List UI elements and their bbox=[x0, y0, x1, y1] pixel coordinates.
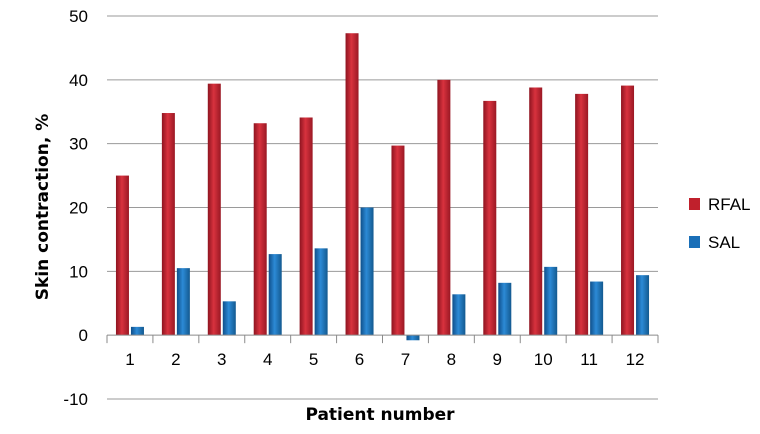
bar-sal-4 bbox=[268, 254, 282, 336]
gridlines bbox=[107, 15, 658, 400]
bar-rfal-7 bbox=[391, 145, 405, 336]
bar-rfal-11 bbox=[575, 93, 589, 336]
bar-rfal-5 bbox=[299, 117, 313, 336]
bar-sal-6 bbox=[360, 207, 374, 336]
x-tick-label: 10 bbox=[534, 350, 553, 369]
x-tick-label: 5 bbox=[309, 350, 318, 369]
bar-rfal-2 bbox=[161, 113, 175, 336]
legend-swatch-sal bbox=[689, 236, 700, 248]
bar-rfal-9 bbox=[483, 100, 497, 336]
y-tick-label: 40 bbox=[69, 71, 88, 90]
y-tick-label: -10 bbox=[63, 390, 88, 409]
bar-sal-10 bbox=[544, 266, 558, 336]
x-tick-label: 9 bbox=[493, 350, 502, 369]
bar-sal-11 bbox=[590, 281, 604, 336]
bars bbox=[115, 33, 650, 341]
bar-rfal-6 bbox=[345, 33, 359, 336]
x-tick-label: 2 bbox=[171, 350, 180, 369]
x-tick-label: 11 bbox=[580, 350, 598, 369]
legend-swatch-rfal bbox=[689, 198, 700, 210]
x-tick-label: 1 bbox=[125, 350, 134, 369]
x-tick-label: 6 bbox=[355, 350, 364, 369]
bar-rfal-4 bbox=[253, 123, 267, 336]
bar-sal-3 bbox=[222, 301, 236, 336]
x-tick-label: 7 bbox=[401, 350, 410, 369]
bar-sal-1 bbox=[130, 326, 144, 336]
x-tick-label: 12 bbox=[626, 350, 645, 369]
y-tick-label: 20 bbox=[69, 199, 88, 218]
y-axis-title: Skin contraction, % bbox=[33, 114, 53, 300]
x-axis-ticks: 1 2 3 4 5 6 7 8 9 10 11 12 bbox=[106, 335, 659, 369]
bar-sal-9 bbox=[498, 282, 512, 336]
y-tick-label: 0 bbox=[79, 326, 88, 345]
y-tick-label: 10 bbox=[69, 262, 88, 281]
bar-rfal-1 bbox=[115, 175, 129, 336]
x-tick-label: 3 bbox=[217, 350, 226, 369]
y-axis-ticks: -10 0 10 20 30 40 50 bbox=[63, 7, 88, 409]
bar-sal-8 bbox=[452, 294, 466, 336]
x-tick-label: 8 bbox=[447, 350, 456, 369]
bar-sal-7 bbox=[406, 335, 420, 341]
y-tick-label: 50 bbox=[69, 7, 88, 26]
bar-sal-12 bbox=[636, 275, 650, 336]
legend-label-sal: SAL bbox=[708, 233, 740, 252]
x-axis-title: Patient number bbox=[305, 405, 455, 425]
bar-sal-2 bbox=[176, 268, 190, 336]
legend: RFAL SAL bbox=[689, 195, 751, 252]
y-tick-label: 30 bbox=[69, 135, 88, 154]
bar-sal-5 bbox=[314, 248, 328, 336]
bar-rfal-3 bbox=[207, 83, 221, 336]
x-tick-label: 4 bbox=[263, 350, 272, 369]
bar-rfal-10 bbox=[529, 87, 543, 336]
bar-rfal-12 bbox=[621, 85, 635, 336]
legend-label-rfal: RFAL bbox=[708, 195, 751, 214]
bar-rfal-8 bbox=[437, 79, 451, 336]
